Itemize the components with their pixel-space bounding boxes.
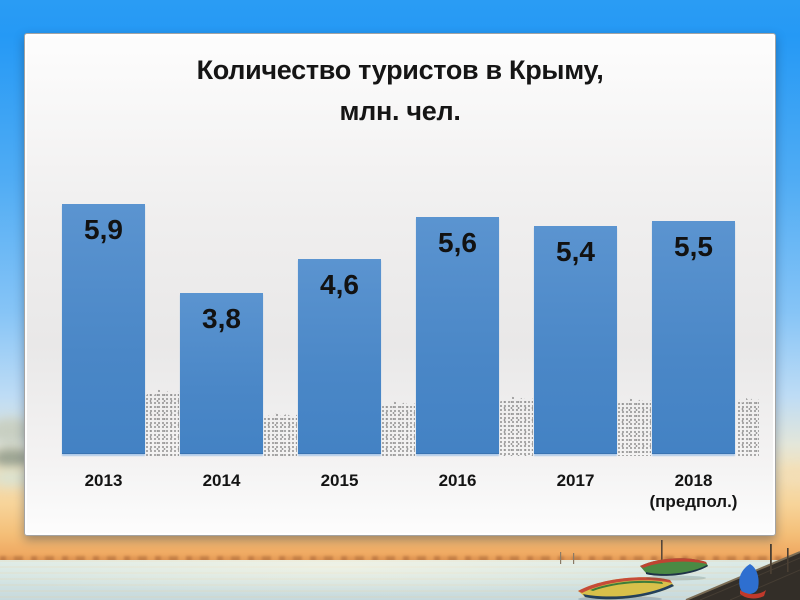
sea-background — [0, 560, 800, 600]
bar-value-label: 5,9 — [84, 214, 123, 245]
cloud-shape — [780, 468, 800, 482]
chart-title-line1: Количество туристов в Крыму, — [196, 55, 604, 85]
x-axis-label-2015: 2015 — [320, 471, 359, 490]
bar-2014: 3,8 — [180, 293, 263, 454]
bar-2015: 4,6 — [298, 259, 381, 454]
bar-value-label: 5,5 — [674, 231, 713, 262]
coastline-silhouette — [0, 556, 800, 562]
x-axis-label-2017: 2017 — [556, 471, 595, 490]
bar-2018: 5,5 — [652, 221, 735, 454]
stipple-pattern — [617, 398, 651, 456]
bar-value-label: 3,8 — [202, 303, 241, 334]
stipple-pattern — [145, 389, 179, 456]
chart-title-line2: млн. чел. — [339, 96, 461, 126]
bar-value-label: 5,6 — [438, 227, 477, 258]
bar-chart-plot: 5,9 2013 3,8 2014 4,6 2015 5,6 2016 5,4 2017 5,5 20… — [25, 34, 775, 535]
bar-2013: 5,9 — [62, 204, 145, 454]
stipple-pattern — [263, 413, 297, 456]
stipple-pattern — [381, 401, 415, 456]
x-axis-label-2014: 2014 — [202, 471, 241, 490]
x-axis-label-2013: 2013 — [84, 471, 123, 490]
x-axis-label-2018: 2018 (предпол.) — [649, 471, 738, 511]
x-axis-label-2016: 2016 — [438, 471, 477, 490]
cloud-shape — [0, 448, 30, 468]
bar-value-label: 4,6 — [320, 269, 359, 300]
stipple-pattern — [499, 396, 533, 456]
bar-value-label: 5,4 — [556, 236, 595, 267]
chart-card: Количество туристов в Крыму, млн. чел. 5… — [24, 33, 776, 536]
stipple-pattern — [737, 397, 759, 456]
bar-2017: 5,4 — [534, 226, 617, 454]
chart-title: Количество туристов в Крыму, млн. чел. — [25, 50, 775, 132]
bar-2016: 5,6 — [416, 217, 499, 454]
